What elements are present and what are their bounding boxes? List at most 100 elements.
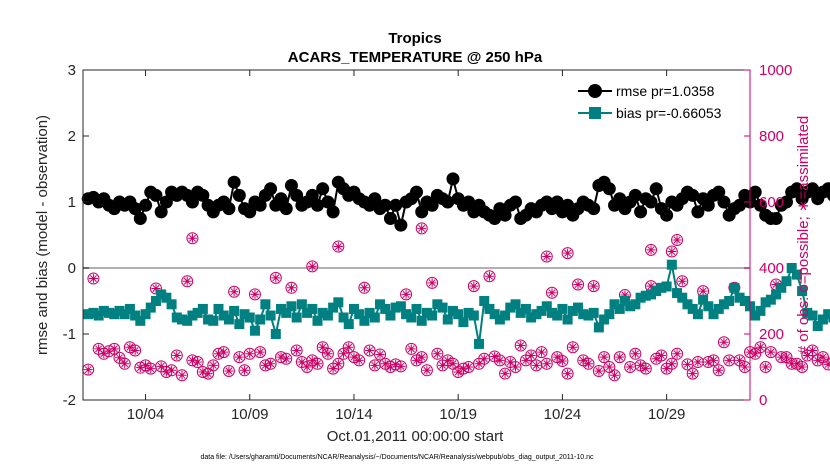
rmse-point <box>769 212 783 225</box>
bias-point <box>713 303 724 314</box>
obs-possible-point <box>540 250 553 263</box>
obs-possible-point <box>332 240 345 253</box>
bias-point <box>489 309 500 320</box>
bias-point <box>619 296 630 306</box>
obs-possible-point <box>353 354 366 367</box>
obs-count-layer <box>82 222 830 382</box>
obs-possible-point <box>676 275 689 288</box>
bias-point <box>192 307 203 318</box>
obs-possible-point <box>321 347 334 360</box>
obs-assimilated-point <box>375 349 385 359</box>
bias-point <box>161 292 172 303</box>
rmse-point <box>154 205 168 219</box>
bias-point <box>812 321 823 332</box>
obs-assimilated-point <box>636 360 646 370</box>
obs-assimilated-point <box>740 362 750 372</box>
rmse-point <box>316 182 330 196</box>
bias-point <box>520 303 531 314</box>
bias-point <box>302 307 313 318</box>
obs-assimilated-point <box>130 346 140 355</box>
obs-assimilated-point <box>662 364 672 374</box>
rmse-point <box>748 185 762 199</box>
bias-point <box>666 259 677 270</box>
rmse-point <box>446 172 460 186</box>
rmse-point <box>368 192 382 206</box>
obs-possible-point <box>222 364 235 377</box>
bias-point <box>333 297 344 308</box>
obs-possible-point <box>149 282 162 295</box>
bias-point <box>296 299 307 310</box>
bias-point <box>239 309 250 320</box>
bias-point <box>557 303 568 314</box>
bias-point <box>244 312 255 323</box>
bias-point <box>375 299 386 310</box>
obs-assimilated-point <box>422 365 432 375</box>
obs-assimilated-point <box>604 362 614 372</box>
obs-possible-point <box>671 233 684 246</box>
obs-possible-point <box>561 367 574 380</box>
rmse-point <box>790 182 804 196</box>
obs-assimilated-point <box>312 359 322 369</box>
bias-point <box>166 299 177 310</box>
obs-possible-point <box>639 362 652 375</box>
obs-assimilated-point <box>172 350 182 360</box>
obs-assimilated-point <box>625 362 635 372</box>
obs-assimilated-point <box>500 369 510 379</box>
rmse-point <box>415 205 429 219</box>
obs-possible-point <box>509 361 522 373</box>
obs-assimilated-point <box>578 355 588 365</box>
obs-assimilated-point <box>610 370 620 380</box>
obs-possible-point <box>165 364 178 377</box>
bias-point <box>573 302 584 313</box>
bias-point <box>98 305 109 316</box>
obs-possible-point <box>264 357 277 370</box>
obs-possible-point <box>712 364 725 377</box>
obs-assimilated-point <box>396 361 406 371</box>
bias-point <box>229 305 240 316</box>
rmse-point <box>394 218 408 232</box>
y-tick-label: -1 <box>63 326 76 343</box>
bias-point <box>698 294 709 305</box>
bias-point <box>312 315 323 326</box>
bias-point <box>724 296 735 306</box>
bias-point <box>156 289 167 300</box>
rmse-point <box>253 198 267 212</box>
bias-point <box>771 289 782 300</box>
obs-assimilated-point <box>646 281 656 291</box>
obs-possible-point <box>181 275 194 288</box>
obs-assimilated-point <box>484 271 494 281</box>
obs-possible-point <box>592 364 605 377</box>
bias-point <box>437 302 448 313</box>
y-tick-label: -2 <box>63 392 76 409</box>
obs-assimilated-point <box>599 352 609 362</box>
obs-assimilated-point <box>109 344 119 354</box>
obs-assimilated-point <box>187 233 197 243</box>
x-tick-label: 10/09 <box>231 406 269 423</box>
rmse-point <box>826 189 830 201</box>
bias-point <box>432 299 443 310</box>
x-tick-label: 10/19 <box>439 406 477 423</box>
obs-possible-point <box>483 270 496 283</box>
bias-point <box>369 312 380 323</box>
rmse-point <box>628 188 642 202</box>
rmse-point <box>644 195 658 209</box>
obs-assimilated-point <box>594 366 604 376</box>
obs-assimilated-point <box>359 283 369 293</box>
y-axis-label: rmse and bias (model - observation) <box>34 115 51 355</box>
bias-point <box>494 314 505 325</box>
rmse-point <box>159 195 173 209</box>
obs-assimilated-point <box>802 350 812 360</box>
bias-point <box>416 315 427 326</box>
obs-assimilated-point <box>573 280 583 289</box>
bias-point <box>505 302 516 313</box>
obs-assimilated-point <box>349 352 359 362</box>
obs-assimilated-point <box>630 349 640 359</box>
bias-point <box>479 296 490 306</box>
x-tick-label: 10/29 <box>648 406 686 423</box>
bias-point <box>567 305 578 316</box>
obs-assimilated-point <box>714 365 724 375</box>
obs-assimilated-point <box>761 362 771 372</box>
rmse-point <box>602 182 616 196</box>
rmse-point <box>326 205 340 219</box>
obs-assimilated-point <box>688 369 698 379</box>
